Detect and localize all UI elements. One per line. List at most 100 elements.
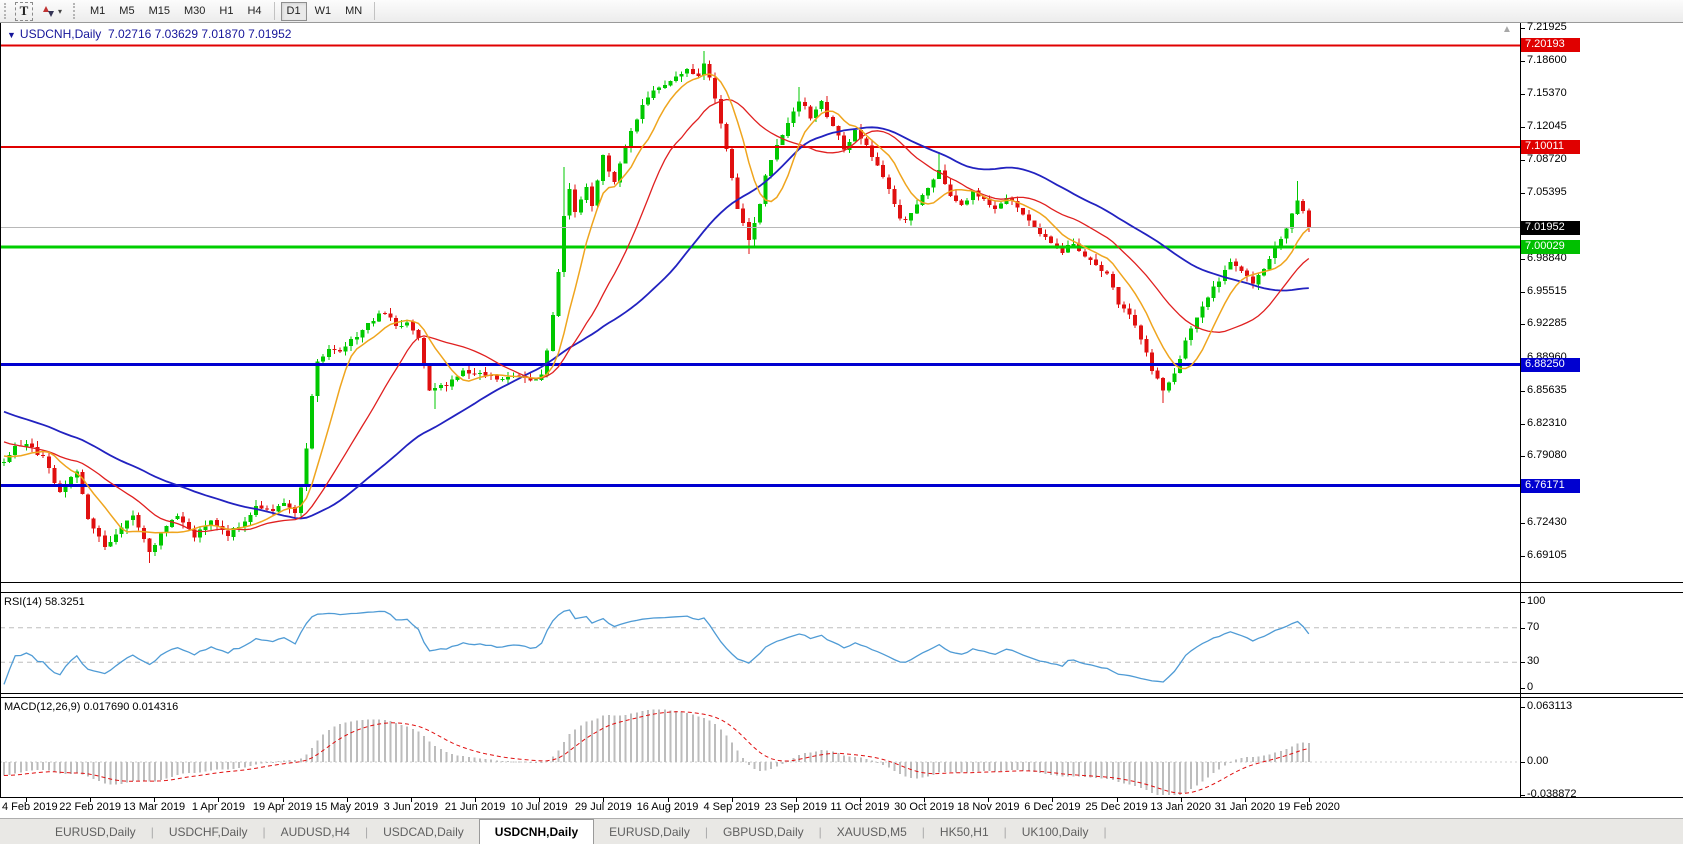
toolbar-gripper[interactable] xyxy=(4,3,9,19)
rsi-axis-label: 0 xyxy=(1527,681,1534,693)
price-axis-label: 6.79080 xyxy=(1527,449,1567,462)
timeframe-button-M30[interactable]: M30 xyxy=(178,2,211,21)
panel-splitter[interactable] xyxy=(0,693,1683,698)
timeframe-button-M15[interactable]: M15 xyxy=(143,2,176,21)
macd-axis-tick xyxy=(1520,795,1525,796)
ohlc-readout: 7.02716 7.03629 7.01870 7.01952 xyxy=(107,27,292,41)
time-axis-tick xyxy=(667,798,669,802)
symbol-tab-UK100-Daily[interactable]: UK100,Daily xyxy=(1021,824,1089,839)
macd-axis-label: 0.00 xyxy=(1527,755,1549,767)
price-axis-label: 6.95515 xyxy=(1527,285,1567,298)
time-axis-label: 30 Oct 2019 xyxy=(894,801,955,813)
time-axis-tick xyxy=(218,798,220,802)
chart-left-border xyxy=(0,23,1,797)
panel-splitter[interactable] xyxy=(0,582,1683,593)
tab-separator: | xyxy=(262,824,266,839)
price-axis-line[interactable] xyxy=(1520,23,1521,797)
timeframe-button-D1[interactable]: D1 xyxy=(280,1,307,21)
price-axis-tick xyxy=(1520,456,1525,458)
price-axis-label: 6.85635 xyxy=(1527,383,1567,396)
rsi-indicator-panel[interactable] xyxy=(0,593,1520,693)
arrows-tool-button[interactable]: ▾ xyxy=(35,2,68,21)
timeframe-button-W1[interactable]: W1 xyxy=(309,2,338,21)
price-axis-label: 7.21925 xyxy=(1527,21,1567,33)
rsi-axis-tick xyxy=(1520,662,1525,664)
time-axis-tick xyxy=(1052,798,1054,802)
symbol-tab-USDCNH-Daily[interactable]: USDCNH,Daily xyxy=(478,819,595,844)
time-axis-tick xyxy=(90,798,92,802)
symbol-tab-EURUSD-Daily[interactable]: EURUSD,Daily xyxy=(609,824,690,839)
price-axis-tick xyxy=(1520,160,1525,162)
price-axis-label: 6.82310 xyxy=(1527,417,1567,430)
time-axis-tick xyxy=(603,798,605,802)
price-badge-7.00029: 7.00029 xyxy=(1521,239,1580,254)
price-axis-label: 7.08720 xyxy=(1527,153,1567,166)
macd-axis-tick xyxy=(1520,707,1525,709)
text-tool-label: T xyxy=(19,3,29,18)
time-axis-tick xyxy=(924,798,926,802)
time-axis-label: 23 Sep 2019 xyxy=(764,801,827,813)
chart-shift-marker-icon[interactable]: ▲ xyxy=(1502,24,1512,35)
time-axis-tick xyxy=(282,798,284,802)
price-axis-tick xyxy=(1520,93,1525,95)
symbol-tab-EURUSD-Daily[interactable]: EURUSD,Daily xyxy=(55,824,136,839)
time-axis-label: 4 Sep 2019 xyxy=(703,801,760,813)
symbol-tab-XAUUSD-M5[interactable]: XAUUSD,M5 xyxy=(836,824,907,839)
symbol-tab-AUDUSD-H4[interactable]: AUDUSD,H4 xyxy=(280,824,350,839)
price-axis-tick xyxy=(1520,522,1525,524)
time-axis-label: 10 Jul 2019 xyxy=(510,801,568,813)
time-axis-tick xyxy=(1116,798,1118,802)
tab-separator: | xyxy=(1003,824,1007,839)
timeframe-button-MN[interactable]: MN xyxy=(339,2,368,21)
price-axis-label: 7.12045 xyxy=(1527,119,1567,132)
timeframe-button-H1[interactable]: H1 xyxy=(213,2,239,21)
macd-axis-tick xyxy=(1520,762,1525,763)
tab-separator: | xyxy=(364,824,369,839)
price-badge-7.10011: 7.10011 xyxy=(1521,140,1580,155)
price-axis-tick xyxy=(1520,258,1525,260)
time-axis-tick xyxy=(859,798,861,802)
chevron-down-icon: ▾ xyxy=(58,6,63,16)
rsi-axis-tick xyxy=(1520,627,1525,629)
symbol-period-label: USDCNH,Daily xyxy=(19,27,102,41)
text-tool-button[interactable]: T xyxy=(15,1,33,21)
chart-title: ▼ USDCNH,Daily 7.02716 7.03629 7.01870 7.… xyxy=(7,27,291,41)
timeframe-group: M1 M5 M15 M30 H1 H4 D1 W1 MN xyxy=(83,1,380,21)
tab-separator: | xyxy=(704,824,708,839)
rsi-axis-tick xyxy=(1520,688,1525,689)
price-badge-6.76171: 6.76171 xyxy=(1521,478,1580,493)
rsi-axis-label: 70 xyxy=(1527,620,1540,633)
symbol-tab-bar: EURUSD,Daily | USDCHF,Daily | AUDUSD,H4 | USDC… xyxy=(0,818,1683,844)
price-axis-label: 6.98840 xyxy=(1527,251,1567,264)
macd-indicator-panel[interactable] xyxy=(0,698,1520,797)
time-axis-tick xyxy=(539,798,541,802)
toolbar-separator xyxy=(374,2,376,20)
tab-separator: | xyxy=(150,824,154,839)
arrows-icon xyxy=(41,4,56,19)
price-axis-label: 7.18600 xyxy=(1527,54,1567,67)
toolbar-gripper[interactable] xyxy=(73,3,78,19)
timeframe-button-H4[interactable]: H4 xyxy=(241,2,267,21)
time-axis-tick xyxy=(346,798,348,802)
symbol-tab-USDCHF-Daily[interactable]: USDCHF,Daily xyxy=(168,824,248,839)
window-menu-icon[interactable]: ▼ xyxy=(7,30,16,40)
time-axis-label: 13 Mar 2019 xyxy=(123,801,186,813)
symbol-tab-HK50-H1[interactable]: HK50,H1 xyxy=(939,824,989,839)
symbol-tab-GBPUSD-Daily[interactable]: GBPUSD,Daily xyxy=(722,824,804,839)
time-axis-tick xyxy=(26,798,27,802)
time-axis-tick xyxy=(1309,798,1310,802)
price-badge-6.88250: 6.88250 xyxy=(1521,357,1580,372)
time-axis-label: 18 Nov 2019 xyxy=(957,801,1020,813)
symbol-tab-USDCAD-Daily[interactable]: USDCAD,Daily xyxy=(383,824,464,839)
time-axis-label: 22 Feb 2019 xyxy=(59,801,122,813)
time-axis-label: 19 Apr 2019 xyxy=(252,801,313,813)
price-axis-tick xyxy=(1520,193,1525,195)
time-axis-tick xyxy=(1180,798,1182,802)
timeframe-button-M5[interactable]: M5 xyxy=(113,2,140,21)
time-axis-label: 6 Dec 2019 xyxy=(1024,801,1081,813)
time-axis-label: 31 Jan 2020 xyxy=(1214,801,1276,813)
main-price-chart[interactable] xyxy=(0,23,1520,582)
time-axis-label: 29 Jul 2019 xyxy=(574,801,632,813)
timeframe-button-M1[interactable]: M1 xyxy=(84,2,111,21)
